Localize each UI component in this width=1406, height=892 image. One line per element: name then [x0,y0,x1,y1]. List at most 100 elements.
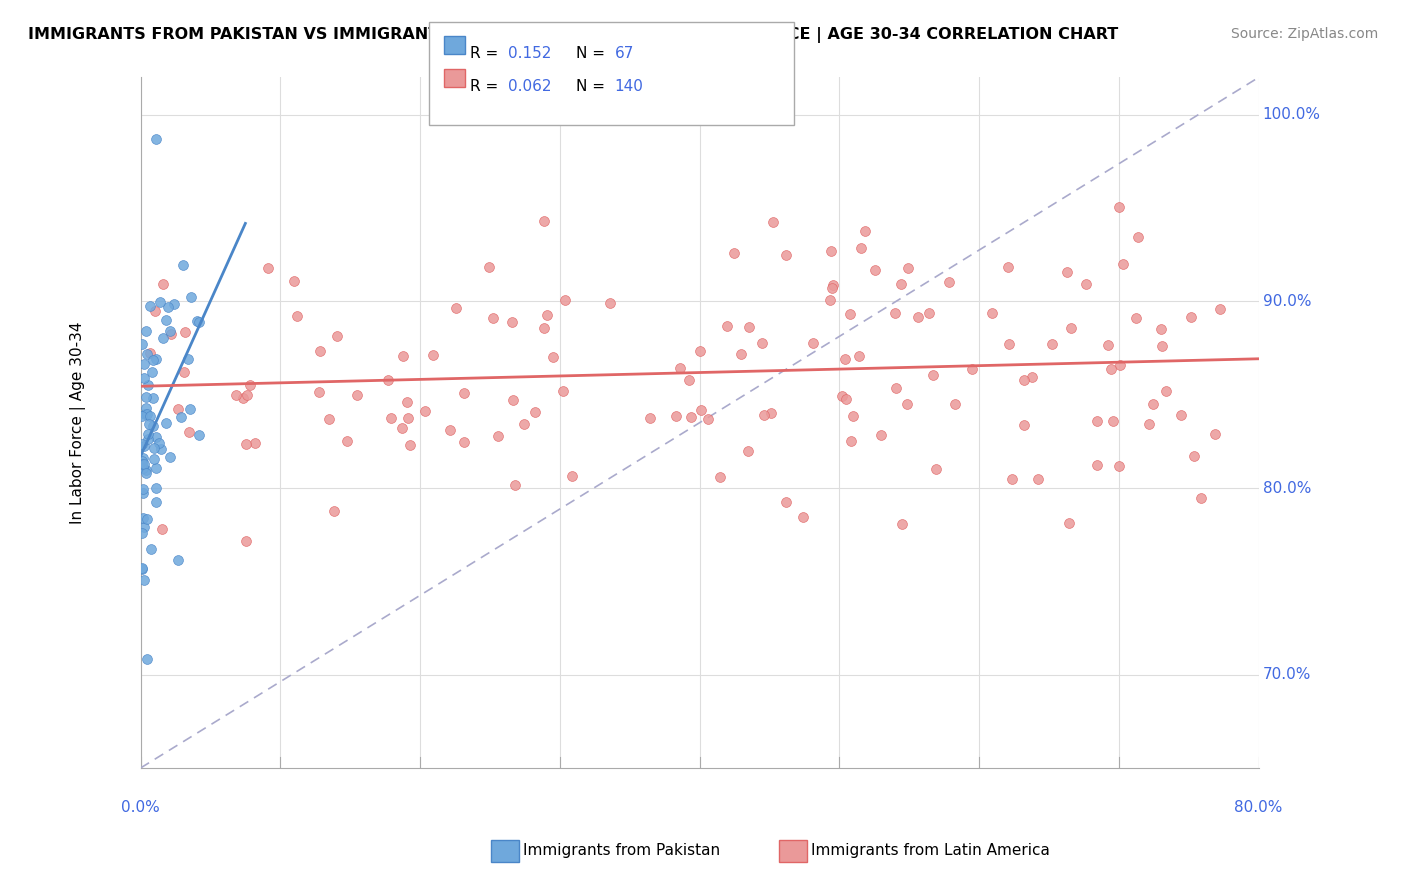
Text: In Labor Force | Age 30-34: In Labor Force | Age 30-34 [70,321,86,524]
Point [346,388,368,402]
Point [139,299,162,313]
Point [150,522,173,536]
Point [142,451,165,466]
Point [131,525,153,540]
Point [821,281,844,295]
Point [132,451,155,466]
Point [145,430,167,444]
Point [257,260,280,275]
Point [132,457,155,471]
Point [235,533,257,548]
Point [141,365,163,379]
Point [444,301,467,315]
Point [152,277,174,291]
Point [132,371,155,385]
Text: N =: N = [576,79,610,95]
Point [482,310,505,325]
Point [551,384,574,398]
Text: 80.0%: 80.0% [1263,481,1312,496]
Point [391,420,413,434]
Point [180,290,202,304]
Point [907,310,929,324]
Point [148,436,170,450]
Text: 70.0%: 70.0% [1263,667,1312,682]
Point [135,652,157,666]
Point [439,423,461,437]
Point [160,327,183,342]
Point [170,410,193,425]
Point [831,389,853,403]
Point [696,412,718,426]
Point [135,463,157,477]
Point [131,437,153,451]
Point [174,325,197,339]
Point [159,324,181,338]
Point [1087,414,1109,428]
Point [960,361,983,376]
Point [841,409,863,423]
Point [132,520,155,534]
Text: N =: N = [576,46,610,62]
Point [998,337,1021,351]
Point [323,504,346,518]
Point [152,331,174,345]
Point [502,393,524,408]
Point [640,411,662,425]
Point [1142,397,1164,411]
Point [1076,277,1098,292]
Point [145,495,167,509]
Point [136,511,159,525]
Point [1087,458,1109,472]
Point [149,294,172,309]
Point [188,428,211,442]
Point [775,494,797,508]
Point [131,561,153,575]
Point [239,377,262,392]
Point [1125,311,1147,326]
Point [897,261,920,276]
Point [326,329,349,343]
Point [159,450,181,465]
Point [138,417,160,432]
Point [853,224,876,238]
Point [486,429,509,443]
Text: Source: ZipAtlas.com: Source: ZipAtlas.com [1230,27,1378,41]
Point [1150,338,1173,352]
Point [689,343,711,358]
Point [309,344,332,359]
Point [132,486,155,500]
Point [1189,491,1212,505]
Point [145,482,167,496]
Point [980,306,1002,320]
Point [869,428,891,442]
Point [453,386,475,401]
Point [751,335,773,350]
Point [1021,370,1043,384]
Point [396,411,419,425]
Point [1014,373,1036,387]
Point [1128,230,1150,244]
Point [131,409,153,423]
Point [380,410,402,425]
Point [243,435,266,450]
Point [135,324,157,338]
Point [176,351,198,366]
Point [188,315,211,329]
Point [1180,310,1202,324]
Point [236,388,259,402]
Point [132,511,155,525]
Point [679,410,702,425]
Point [896,397,918,411]
Point [1170,408,1192,422]
Point [413,404,436,418]
Point [665,409,688,424]
Point [884,381,907,395]
Point [177,425,200,440]
Point [142,391,165,405]
Point [668,360,690,375]
Point [730,346,752,360]
Point [922,368,945,382]
Text: 100.0%: 100.0% [1263,107,1320,122]
Point [997,260,1019,274]
Point [689,402,711,417]
